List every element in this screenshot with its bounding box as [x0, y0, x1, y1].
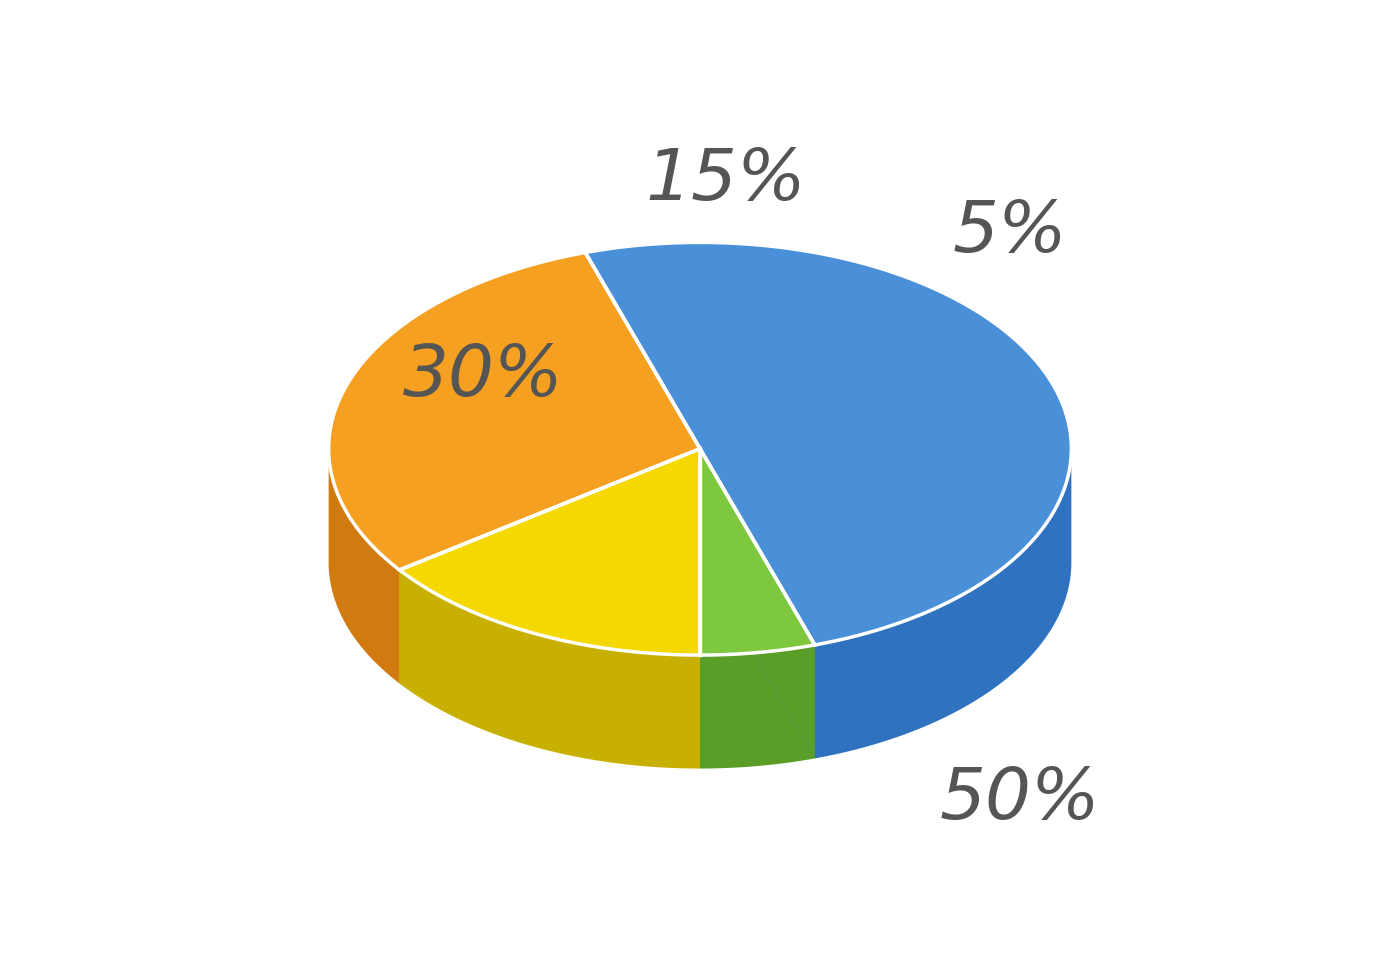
- Polygon shape: [700, 449, 815, 655]
- Polygon shape: [399, 570, 700, 768]
- Polygon shape: [585, 242, 1071, 645]
- Polygon shape: [329, 253, 700, 570]
- Polygon shape: [700, 449, 815, 759]
- Polygon shape: [399, 449, 700, 683]
- Text: 15%: 15%: [645, 146, 806, 215]
- Polygon shape: [700, 449, 815, 759]
- Polygon shape: [399, 449, 700, 683]
- Polygon shape: [329, 450, 399, 683]
- Text: 50%: 50%: [939, 765, 1100, 834]
- Polygon shape: [399, 449, 700, 655]
- Text: 30%: 30%: [403, 342, 564, 411]
- Polygon shape: [815, 450, 1071, 759]
- Polygon shape: [700, 645, 815, 768]
- Text: 5%: 5%: [952, 198, 1067, 267]
